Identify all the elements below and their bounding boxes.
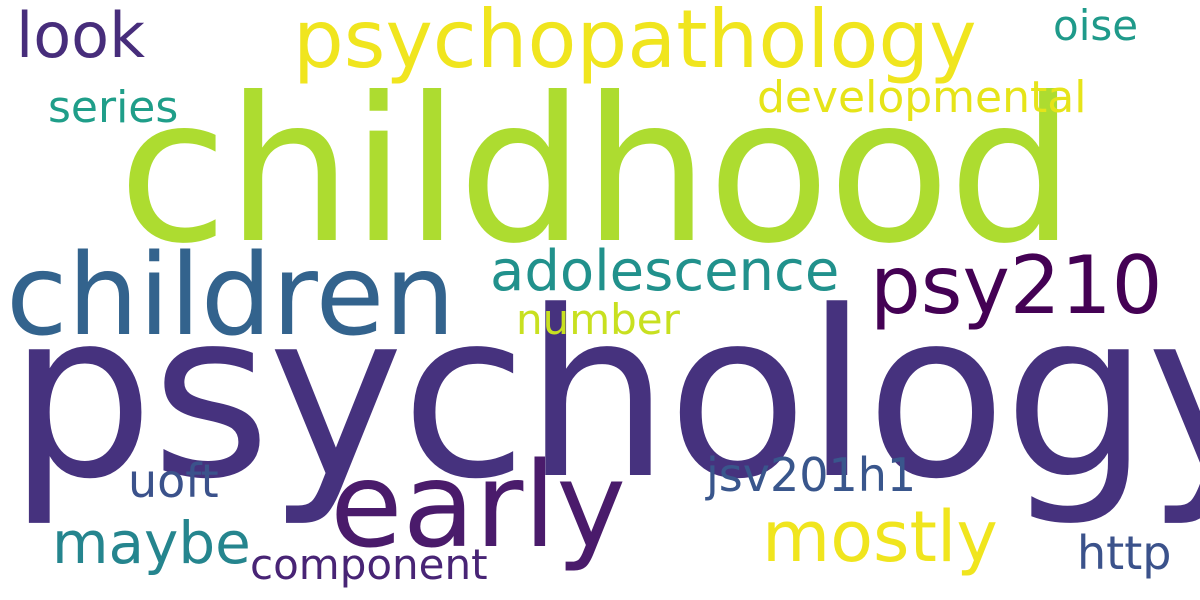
word-childhood: childhood xyxy=(118,55,1075,288)
word-number: number xyxy=(516,295,680,344)
word-adolescence: adolescence xyxy=(490,239,840,304)
word-oise: oise xyxy=(1053,1,1139,50)
word-look: look xyxy=(16,0,145,72)
word-developmental: developmental xyxy=(757,72,1087,123)
word-jsv201h1: jsv201h1 xyxy=(706,448,917,502)
word-series: series xyxy=(48,82,179,133)
word-maybe: maybe xyxy=(52,509,251,577)
word-http: http xyxy=(1077,526,1172,580)
word-psychopathology: psychopathology xyxy=(293,0,977,86)
word-psy210: psy210 xyxy=(870,239,1163,332)
word-psychology: psychology xyxy=(8,263,1200,530)
word-mostly: mostly xyxy=(762,496,998,578)
word-children: children xyxy=(6,231,456,361)
word-component: component xyxy=(250,540,488,589)
word-uoft: uoft xyxy=(128,454,219,508)
word-early: early xyxy=(330,436,627,574)
